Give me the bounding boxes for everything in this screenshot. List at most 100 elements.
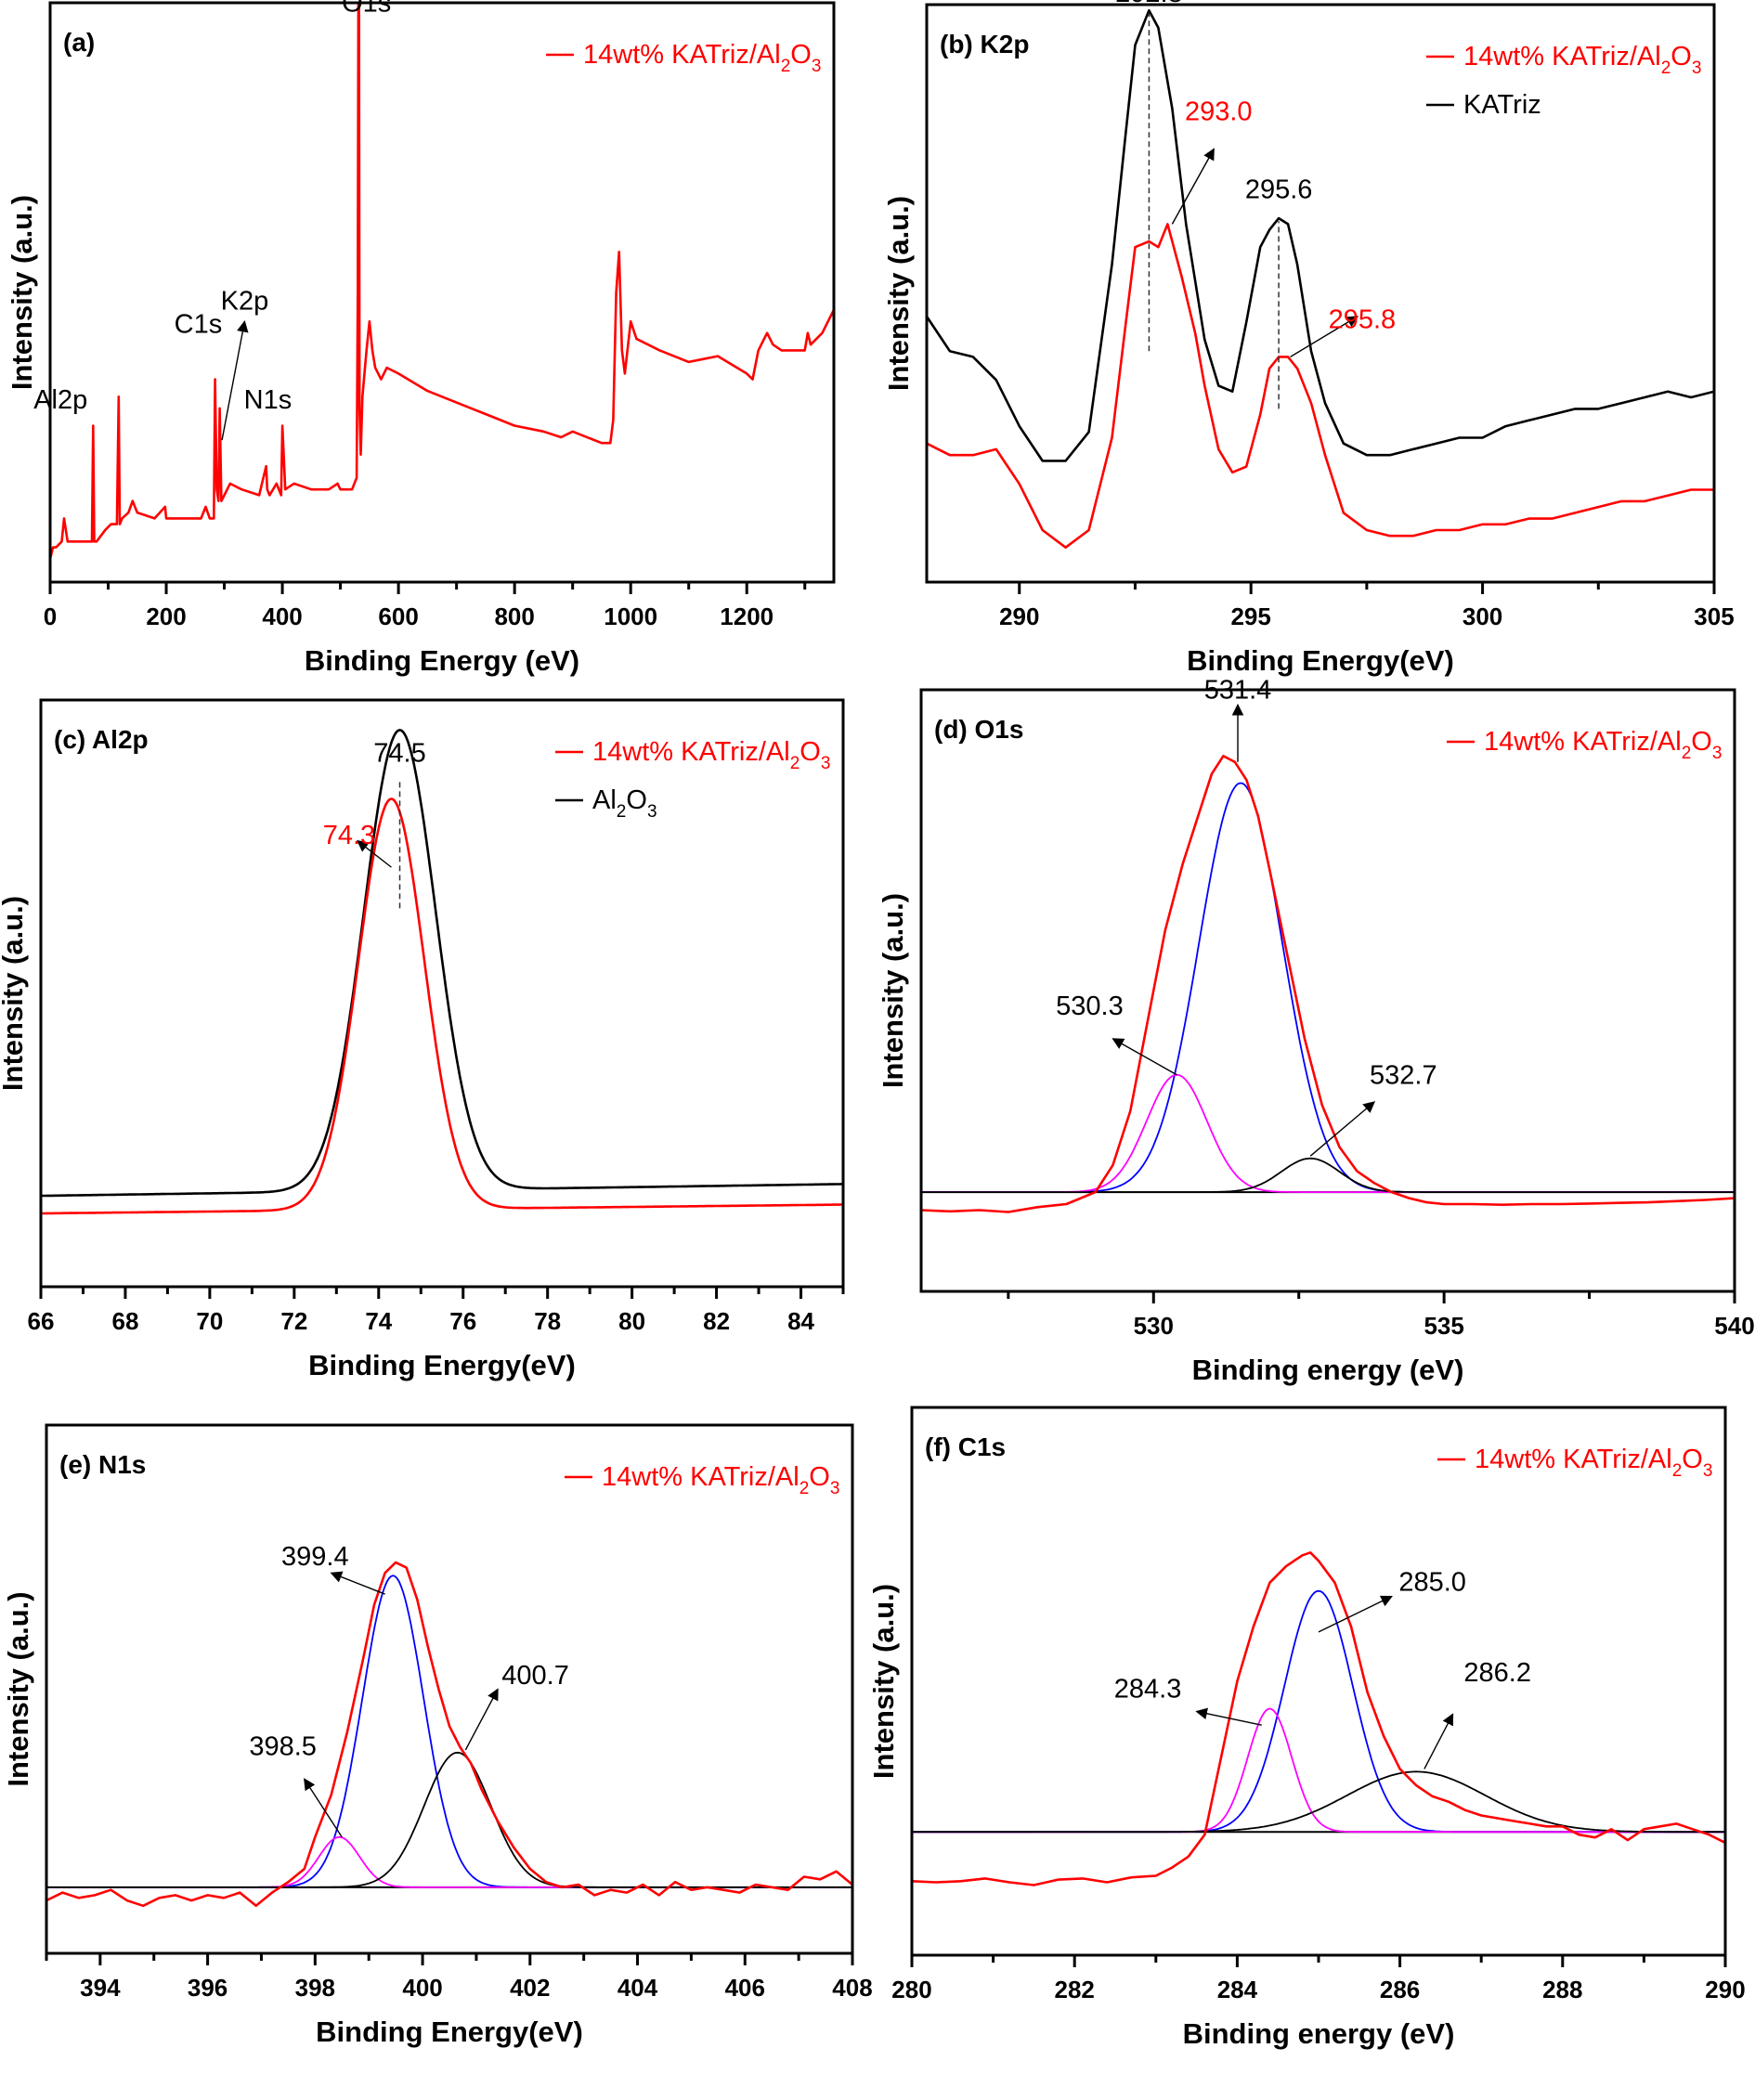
panel-b: 290 295 300 305 Binding Energy(eV) Intensity …: [882, 0, 1735, 677]
annotation-arrow: [1112, 1038, 1177, 1076]
fit-component-400-7: [46, 1751, 852, 1888]
legend-label: 14wt% KATriz/Al: [1475, 1445, 1672, 1474]
x-tick-label: 295: [1230, 603, 1270, 630]
x-tick-label: 398: [295, 1974, 335, 2002]
x-tick-label: 284: [1217, 1976, 1258, 2003]
x-tick-label: 288: [1542, 1976, 1582, 2003]
x-tick-label: 394: [80, 1974, 121, 2002]
legend-subscript: 3: [812, 57, 822, 76]
legend-label-cont: O: [809, 1462, 830, 1492]
x-tick-label: 1200: [720, 603, 774, 630]
legend-label-cont: O: [790, 40, 812, 70]
plot-area: [927, 8, 1714, 550]
series-line-reference: [41, 728, 843, 1198]
legend-label-cont: O: [800, 737, 821, 767]
fit-component-285-0: [912, 1589, 1725, 1834]
panel-label: (e) N1s: [59, 1450, 146, 1479]
panel-c: 66 68 70 72 74 76 78 80 82 84 Binding Energy(eV) In…: [0, 698, 845, 1381]
peak-annotation: 530.3: [1056, 992, 1124, 1021]
axes-frame: [45, 1423, 854, 1955]
peak-annotation: 292.8: [1115, 0, 1183, 8]
x-tick-label: 396: [188, 1974, 228, 2002]
x-axis-title: Binding energy (eV): [1192, 1354, 1464, 1386]
annotation-arrow: [1309, 1101, 1376, 1157]
series-line-sample: [46, 1561, 852, 1908]
fit-component-530-3: [921, 1073, 1735, 1193]
x-tick-label: 400: [262, 603, 302, 630]
fit-component-531-4: [921, 782, 1735, 1193]
peak-annotation: 295.8: [1329, 305, 1397, 334]
legend-label: 14wt% KATriz/Al: [1463, 42, 1661, 71]
x-tick-label: 72: [280, 1307, 307, 1335]
annotation-arrow: [304, 1778, 343, 1838]
axes-frame: [910, 1406, 1727, 1957]
x-tick-label: 406: [725, 1974, 765, 2002]
x-tick-label: 400: [402, 1974, 442, 2002]
x-axis-title: Binding Energy(eV): [1187, 644, 1454, 677]
series-line-sample: [912, 1551, 1725, 1886]
legend-entry: 14wt% KATriz/Al2O3: [1484, 727, 1722, 763]
x-tick-label: 200: [146, 603, 186, 630]
legend-label: 14wt% KATriz/Al: [602, 1462, 800, 1492]
legend-entry: 14wt% KATriz/Al2O3: [583, 40, 821, 76]
legend-label: 14wt% KATriz/Al: [1484, 727, 1682, 757]
legend-entry: 14wt% KATriz/Al2O3: [1463, 42, 1701, 78]
x-tick-label: 84: [787, 1307, 814, 1335]
x-axis-title: Binding Energy (eV): [305, 644, 579, 677]
legend-entry: Al2O3: [592, 785, 657, 822]
peak-annotation: 531.4: [1204, 676, 1272, 706]
legend-subscript: 2: [1682, 744, 1692, 763]
y-axis-title: Intensity (a.u.): [882, 196, 915, 391]
panel-label: (d) O1s: [934, 715, 1023, 744]
x-tick-label: 80: [618, 1307, 645, 1335]
legend-subscript: 3: [647, 802, 657, 822]
peak-annotation: C1s: [175, 310, 223, 340]
plot-area: [50, 3, 834, 560]
annotation-arrow: [1290, 316, 1358, 358]
annotation-arrow: [1171, 148, 1215, 225]
peak-annotation: Al2p: [33, 385, 87, 415]
legend-entry: 14wt% KATriz/Al2O3: [592, 737, 830, 773]
x-tick-label: 76: [449, 1307, 476, 1335]
panel-label: (b) K2p: [940, 30, 1029, 58]
annotation-arrow: [330, 1571, 385, 1595]
x-tick-label: 540: [1714, 1312, 1754, 1340]
legend-subscript: 2: [790, 754, 800, 773]
x-tick-label: 282: [1055, 1976, 1095, 2003]
x-tick-label: 402: [510, 1974, 550, 2002]
series-line-sample: [41, 797, 843, 1215]
panel-label: (a): [63, 28, 95, 57]
peak-annotation: K2p: [221, 287, 269, 317]
plot-area: [912, 1551, 1725, 1886]
legend-label-cont: O: [1691, 727, 1712, 757]
x-tick-label: 535: [1424, 1312, 1463, 1340]
x-tick-label: 74: [365, 1307, 392, 1335]
legend-subscript: 3: [821, 754, 831, 773]
legend-label: 14wt% KATriz/Al: [592, 737, 790, 767]
x-tick-label: 290: [999, 603, 1039, 630]
series-line-sample: [921, 754, 1735, 1213]
x-tick-label: 1000: [604, 603, 657, 630]
fit-component-398-5: [46, 1835, 852, 1888]
legend-subscript: 3: [830, 1479, 840, 1498]
legend-subscript: 2: [781, 57, 791, 76]
peak-annotation: 293.0: [1185, 97, 1253, 126]
legend-entry: 14wt% KATriz/Al2O3: [1475, 1445, 1712, 1481]
axes-frame: [919, 688, 1736, 1293]
legend-entry: KATriz: [1463, 90, 1541, 120]
plot-area: [46, 1561, 852, 1908]
legend-label-cont: O: [626, 785, 647, 815]
legend-subscript: 2: [617, 802, 627, 822]
legend-subscript: 2: [1672, 1461, 1683, 1481]
x-tick-label: 280: [891, 1976, 931, 2003]
y-axis-title: Intensity (a.u.): [867, 1584, 900, 1779]
fit-component-532-7: [921, 1157, 1735, 1193]
legend-label-cont: O: [1670, 42, 1692, 71]
legend-entry: 14wt% KATriz/Al2O3: [602, 1462, 839, 1498]
peak-annotation: 284.3: [1114, 1675, 1182, 1705]
peak-annotation: 400.7: [501, 1661, 569, 1691]
x-tick-label: 408: [832, 1974, 872, 2002]
peak-annotation: 399.4: [281, 1542, 349, 1572]
peak-annotation: 74.5: [373, 738, 425, 768]
